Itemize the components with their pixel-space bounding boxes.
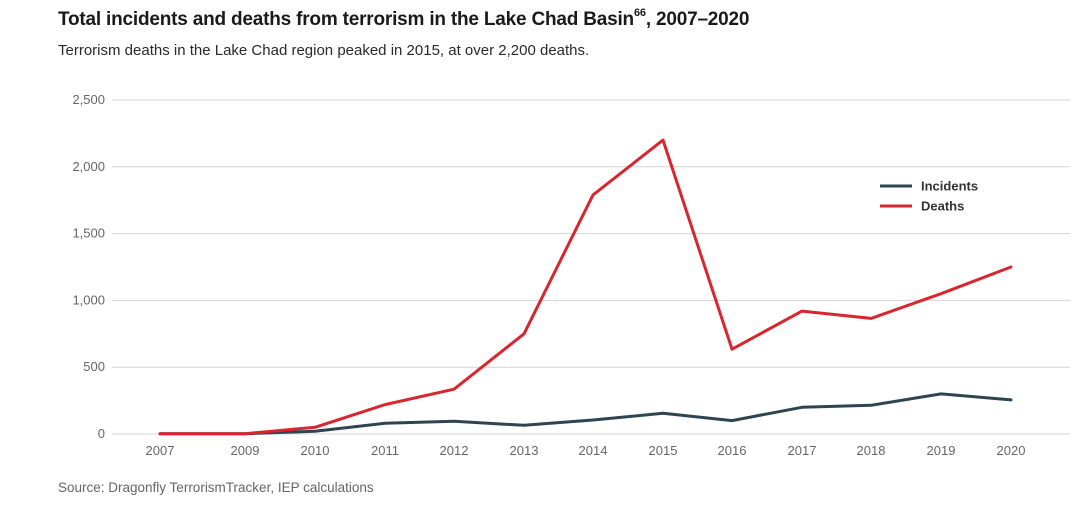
x-tick-label-2007: 2007 [146, 443, 175, 458]
x-axis-ticks: 2007 2009 2010 2011 2012 2013 2014 2015 2016 2017… [146, 443, 1026, 458]
chart-title-footnote: 66 [633, 6, 646, 19]
series-line-incidents [158, 392, 1013, 436]
legend-label-incidents: Incidents [921, 179, 978, 194]
y-axis-ticks: 0 500 1,000 1,500 2,000 2,500 [72, 92, 105, 441]
x-tick-label-2017: 2017 [788, 443, 817, 458]
x-tick-label-2015: 2015 [649, 443, 678, 458]
legend: Incidents Deaths [880, 179, 978, 214]
legend-label-deaths: Deaths [921, 199, 964, 214]
series-line-deaths [158, 138, 1013, 436]
x-tick-label-2009: 2009 [231, 443, 260, 458]
series-lines [158, 138, 1013, 436]
chart-title: Total incidents and deaths from terroris… [58, 6, 750, 31]
x-tick-label-2020: 2020 [997, 443, 1026, 458]
y-tick-label-2500: 2,500 [72, 92, 105, 107]
y-tick-label-500: 500 [83, 359, 105, 374]
x-tick-label-2010: 2010 [301, 443, 330, 458]
x-tick-label-2014: 2014 [579, 443, 608, 458]
y-tick-label-2000: 2,000 [72, 159, 105, 174]
x-tick-label-2018: 2018 [857, 443, 886, 458]
chart-title-text: Total incidents and deaths from terroris… [58, 9, 634, 30]
chart-subtitle: Terrorism deaths in the Lake Chad region… [58, 42, 590, 59]
x-tick-label-2019: 2019 [927, 443, 956, 458]
chart-title-suffix: , 2007–2020 [645, 9, 750, 30]
x-tick-label-2011: 2011 [371, 443, 399, 458]
x-tick-label-2013: 2013 [510, 443, 539, 458]
y-tick-label-1500: 1,500 [72, 226, 105, 241]
y-tick-label-1000: 1,000 [72, 292, 105, 307]
x-tick-label-2016: 2016 [718, 443, 747, 458]
y-tick-label-0: 0 [98, 426, 105, 441]
gridlines [112, 99, 1070, 435]
x-tick-label-2012: 2012 [440, 443, 469, 458]
source-note: Source: Dragonfly TerrorismTracker, IEP … [58, 480, 374, 495]
